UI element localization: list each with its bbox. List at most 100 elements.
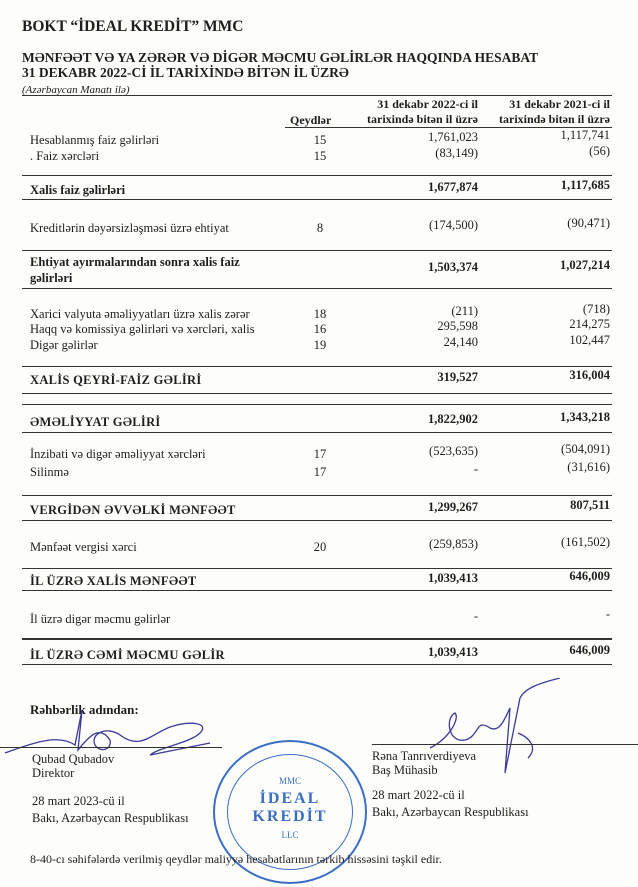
row-value-2022: (211) [451, 304, 478, 318]
row-value-2021: (718) [582, 302, 610, 316]
divider [285, 127, 612, 128]
row-note: 8 [316, 221, 324, 235]
divider [22, 404, 612, 405]
row-note: 18 [313, 307, 327, 321]
divider [22, 432, 612, 433]
row-label: Ehtiyat ayırmalarından sonra xalis faiz [30, 255, 240, 269]
row-value-2021: 1,117,685 [560, 178, 610, 192]
row-value-2022: 319,527 [437, 370, 478, 384]
row-value-2021: (90,471) [567, 216, 610, 230]
row-label: XALİS QEYRİ-FAİZ GƏLİRİ [30, 373, 202, 387]
row-note: 15 [313, 133, 327, 147]
divider [22, 590, 612, 591]
row-label: Xarici valyuta əməliyyatları üzrə xalis … [30, 307, 250, 321]
row-label: . Faiz xərcləri [30, 149, 100, 163]
row-value-2022: 1,299,267 [428, 500, 478, 514]
divider [22, 664, 612, 665]
accountant-signature [429, 678, 561, 774]
row-note: 16 [313, 322, 327, 336]
accountant-role: Baş Mühasib [372, 763, 438, 777]
row-note: 20 [313, 540, 327, 554]
company-name: BOKT “İDEAL KREDİT” MMC [22, 18, 244, 35]
row-value-2021: 1,343,218 [560, 410, 610, 424]
statement-title: MƏNFƏƏT VƏ YA ZƏRƏR VƏ DİGƏR MƏCMU GƏLİR… [22, 50, 539, 65]
row-note: 15 [313, 149, 327, 163]
row-value-2021: (56) [589, 144, 610, 158]
row-value-2021: 646,009 [569, 569, 610, 583]
column-2021-header-line1: 31 dekabr 2021-ci il [509, 97, 610, 111]
divider [22, 199, 612, 200]
director-name: Qubad Qubadov [32, 752, 115, 766]
row-label: İL ÜZRƏ CƏMİ MƏCMU GƏLİR [30, 648, 225, 662]
row-label: Kreditlərin dəyərsizləşməsi üzrə ehtiyat [30, 221, 229, 235]
row-value-2022: 295,598 [437, 319, 478, 333]
column-2022-header-line2: tarixində bitən il üzrə [367, 112, 478, 126]
row-label: İl üzrə digər məcmu gəlirlər [30, 612, 171, 626]
row-value-2022: - [473, 462, 478, 476]
divider [22, 568, 612, 569]
accountant-place: Bakı, Azərbaycan Respublikası [372, 805, 529, 819]
column-2021-header-line2: tarixində bitən il üzrə [499, 112, 610, 126]
accountant-name: Rəna Tanrıverdiyeva [372, 749, 477, 763]
row-value-2021: 1,027,214 [560, 258, 610, 272]
row-value-2022: (523,635) [429, 444, 478, 458]
director-role: Direktor [32, 766, 75, 780]
footer-note: 8-40-cı səhifələrdə verilmiş qeydlər mal… [30, 852, 442, 866]
divider [22, 288, 612, 289]
row-value-2022: 1,822,902 [428, 412, 478, 426]
row-value-2022: (83,149) [435, 146, 478, 160]
divider [22, 366, 612, 367]
row-label: Xalis faiz gəlirləri [30, 183, 126, 197]
row-label: Silinmə [30, 465, 69, 479]
row-label: Hesablanmış faiz gəlirləri [30, 133, 160, 147]
row-value-2022: (259,853) [429, 537, 478, 551]
divider [22, 495, 612, 496]
row-label-continued: gəlirləri [30, 271, 73, 285]
row-value-2021: (31,616) [567, 460, 610, 474]
row-value-2021: (504,091) [561, 442, 610, 456]
row-label: Haqq və komissiya gəlirləri və xərcləri,… [30, 322, 255, 336]
row-value-2021: 807,511 [570, 498, 610, 512]
company-stamp: MMC İDEAL KREDİT LLC [213, 740, 367, 884]
row-value-2021: 646,009 [569, 643, 610, 657]
row-label: Mənfəət vergisi xərci [30, 540, 137, 554]
divider [22, 638, 612, 640]
row-label: İL ÜZRƏ XALİS MƏNFƏƏT [30, 574, 197, 588]
director-signature-line [0, 747, 222, 748]
row-value-2022: 1,677,874 [428, 180, 478, 194]
column-2022-header-line1: 31 dekabr 2022-ci il [377, 97, 478, 111]
row-value-2022: 1,039,413 [428, 645, 478, 659]
statement-period: 31 DEKABR 2022-Cİ İL TARİXİNDƏ BİTƏN İL … [22, 65, 349, 80]
divider [22, 175, 612, 176]
divider [22, 520, 612, 521]
row-note: 17 [313, 447, 327, 461]
row-note: 19 [313, 338, 327, 352]
director-date: 28 mart 2023-cü il [32, 794, 125, 808]
row-value-2022: - [473, 609, 478, 623]
column-notes-header: Qeydlər [290, 113, 332, 127]
divider [22, 393, 612, 394]
row-label: VERGİDƏN ƏVVƏLKİ MƏNFƏƏT [30, 503, 236, 517]
row-value-2022: (174,500) [429, 218, 478, 232]
row-note: 17 [313, 465, 327, 479]
divider [22, 95, 612, 96]
director-place: Bakı, Azərbaycan Respublikası [32, 811, 189, 825]
row-value-2021: - [605, 607, 610, 621]
signatures-heading: Rəhbərlik adından: [30, 702, 139, 717]
row-value-2022: 24,140 [443, 335, 478, 349]
divider [22, 250, 612, 251]
row-value-2021: 1,117,741 [560, 128, 610, 142]
row-label: ƏMƏLİYYAT GƏLİRİ [30, 415, 161, 429]
row-label: İnzibati və digər əməliyyat xərcləri [30, 447, 206, 461]
row-value-2021: 102,447 [569, 333, 610, 347]
row-value-2021: (161,502) [561, 535, 610, 549]
row-value-2022: 1,761,023 [428, 130, 478, 144]
row-label: Digər gəlirlər [30, 338, 98, 352]
row-value-2021: 214,275 [569, 317, 610, 331]
currency-note: (Azərbaycan Manatı ilə) [22, 84, 130, 96]
row-value-2022: 1,503,374 [428, 260, 478, 274]
accountant-date: 28 mart 2022-cü il [372, 788, 465, 802]
accountant-signature-line [372, 744, 638, 745]
row-value-2021: 316,004 [569, 368, 610, 382]
row-value-2022: 1,039,413 [428, 571, 478, 585]
